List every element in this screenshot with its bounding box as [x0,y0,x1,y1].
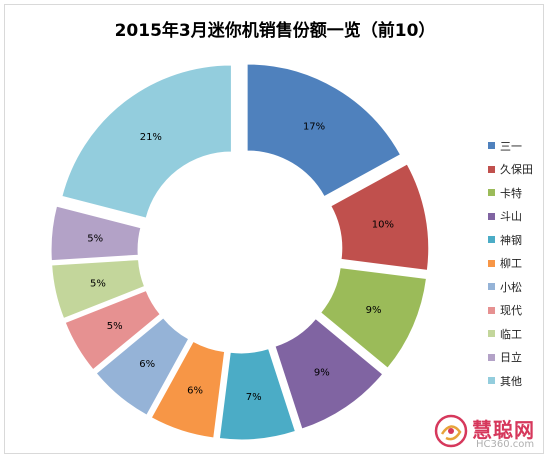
donut-segment-group: 5% [51,259,146,320]
legend-swatch [488,212,495,220]
legend-label: 其他 [500,374,522,388]
data-label: 7% [246,392,262,403]
legend-item: 临工 [488,322,548,346]
legend-label: 小松 [500,280,522,294]
data-label: 9% [314,367,330,378]
legend-swatch [488,377,495,385]
legend-swatch [488,236,495,244]
donut-segment-group: 6% [150,340,226,439]
legend-item: 神钢 [488,228,548,252]
data-label: 5% [87,233,103,244]
donut-segment-group: 6% [95,317,190,416]
donut-segment-group: 7% [218,348,297,441]
watermark-text: 慧聪网 [472,418,535,442]
chart-title: 2015年3月迷你机销售份额一览（前10） [114,21,436,41]
legend-swatch [488,330,495,338]
legend-item: 日立 [488,346,548,370]
legend-label: 三一 [500,139,522,153]
donut-segment-group: 5% [64,289,161,371]
legend-label: 斗山 [500,210,522,224]
legend-swatch [488,259,495,267]
data-label: 9% [366,305,382,316]
legend-swatch [488,165,495,173]
legend-item: 柳工 [488,252,548,276]
donut-segment-现代 [64,289,161,371]
legend-item: 卡特 [488,181,548,205]
watermark: 慧聪网 HC360.com [432,410,548,456]
donut-segment-卡特 [319,267,428,369]
donut-segment-group: 21% [61,64,232,219]
legend-item: 斗山 [488,205,548,229]
donut-segment-临工 [51,259,146,320]
donut-segment-柳工 [150,340,226,439]
donut-segment-group: 9% [274,317,384,430]
data-label: 17% [303,122,325,133]
legend-label: 卡特 [500,186,522,200]
legend-label: 日立 [500,351,522,365]
donut-segment-group: 10% [330,163,430,271]
donut-segment-三一 [246,63,402,198]
watermark-subtext: HC360.com [476,439,535,450]
donut-segment-group: 17% [246,63,402,198]
legend-label: 临工 [500,327,522,341]
legend-label: 现代 [500,304,522,318]
data-label: 21% [140,132,162,143]
legend-swatch [488,283,495,291]
data-label: 10% [372,220,394,231]
chart-frame [4,4,544,454]
data-label: 6% [139,359,155,370]
legend-label: 久保田 [500,163,533,177]
donut-segment-神钢 [218,348,297,441]
legend-item: 其他 [488,369,548,393]
donut-segment-其他 [61,64,232,219]
legend-swatch [488,142,495,150]
legend-item: 久保田 [488,158,548,182]
data-label: 5% [107,321,123,332]
donut-segment-斗山 [274,317,384,430]
hc360-logo-icon [434,414,468,448]
legend-item: 三一 [488,134,548,158]
legend-label: 神钢 [500,233,522,247]
donut-segment-小松 [95,317,190,416]
data-label: 6% [187,385,203,396]
data-label: 5% [90,279,106,290]
donut-segment-group: 5% [50,205,142,262]
legend-swatch [488,353,495,361]
legend-swatch [488,306,495,314]
legend-item: 现代 [488,299,548,323]
donut-segment-group: 9% [319,267,428,369]
legend-swatch [488,189,495,197]
donut-segment-久保田 [330,163,430,271]
donut-segment-日立 [50,205,142,262]
legend-item: 小松 [488,275,548,299]
legend-label: 柳工 [500,257,522,271]
chart-legend: 三一久保田卡特斗山神钢柳工小松现代临工日立其他 [488,134,548,393]
